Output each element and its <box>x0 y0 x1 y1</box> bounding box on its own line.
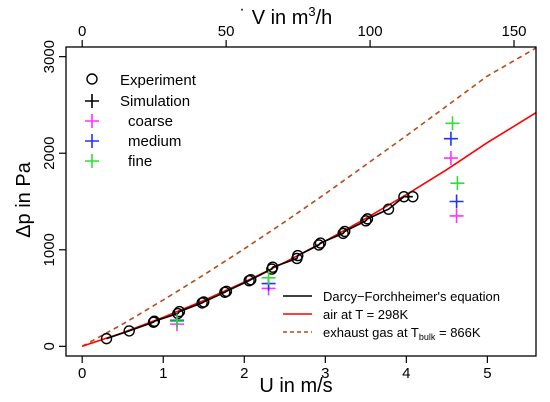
simulation-coarse-point <box>443 151 458 166</box>
simulation-fine-point <box>450 176 465 191</box>
y-tick-label: 2000 <box>41 137 58 170</box>
y-tick-label: 0 <box>41 342 58 350</box>
experiment-point <box>147 316 160 328</box>
legend-simulation-label: Simulation <box>120 93 190 110</box>
y-tick-label: 1000 <box>41 233 58 266</box>
x-tick-label: 4 <box>402 365 410 382</box>
x-tick-label: 1 <box>159 365 167 382</box>
experiment-point <box>382 203 395 215</box>
simulation-coarse-point <box>449 208 464 223</box>
x2-axis-title-tail: /h <box>316 7 333 29</box>
y-axis-title: Δp in Pa <box>13 161 35 238</box>
svg-text:V in m3/h: V in m3/h <box>252 4 333 29</box>
x2-tick-label: 0 <box>78 23 86 40</box>
experiment-point <box>123 325 135 337</box>
x-tick-label: 3 <box>321 365 329 382</box>
experiment-point <box>337 227 349 240</box>
x2-tick-label: 100 <box>358 23 383 40</box>
x2-axis-title: V in m3/h · <box>239 1 332 29</box>
x2-axis-title-dot: · <box>239 1 244 18</box>
experiment-point <box>361 213 374 225</box>
plot-frame <box>65 46 537 357</box>
exhaust-gas-curve <box>81 47 537 348</box>
experiment-point <box>100 332 113 345</box>
x2-axis-title-prefix: V <box>252 7 266 29</box>
legend-fine-label: fine <box>128 153 152 170</box>
legend-top: Experiment Simulation coarse medium fine <box>85 72 197 170</box>
legend-medium-label: medium <box>128 133 181 150</box>
legend-experiment-label: Experiment <box>120 72 197 89</box>
svg-text:exhaust gas at Tbulk = 866K: exhaust gas at Tbulk = 866K <box>323 325 481 342</box>
experiment-point <box>220 285 233 298</box>
x2-tick-label: 50 <box>218 23 235 40</box>
legend-coarse-marker <box>85 114 99 128</box>
experiment-point <box>360 215 372 227</box>
legend-experiment-marker <box>86 73 98 85</box>
simulation-medium-point <box>449 194 464 209</box>
x2-axis-title-suffix: in m <box>265 7 308 29</box>
legend-exhaust-prefix: exhaust gas at T <box>323 325 419 340</box>
experiment-point <box>313 239 325 251</box>
x-tick-label: 2 <box>240 365 248 382</box>
legend-air-label: air at T = 298K <box>323 307 408 322</box>
experiment-point <box>266 261 279 273</box>
legend-exhaust-suffix: = 866K <box>435 325 481 340</box>
experiment-point <box>339 225 351 238</box>
experiment-point <box>398 190 410 203</box>
legend-medium-marker <box>85 134 99 148</box>
x-tick-label: 0 <box>78 365 86 382</box>
simulation-medium-point <box>443 131 458 146</box>
x2-axis-title-exp: 3 <box>308 4 315 19</box>
simulation-fine-point <box>261 270 276 285</box>
legend-exhaust-sub: bulk <box>419 332 436 342</box>
x-tick-label: 5 <box>483 365 491 382</box>
experiment-point <box>292 249 304 262</box>
y-tick-label: 3000 <box>41 40 58 73</box>
experiment-point <box>245 274 257 286</box>
simulation-fine-point <box>170 314 185 329</box>
simulation-fine-point <box>445 116 460 131</box>
plot-area <box>81 47 537 348</box>
x2-tick-label: 150 <box>501 23 526 40</box>
experiment-point <box>314 237 327 249</box>
experiment-point <box>407 190 419 203</box>
x-axis-title: U in m/s <box>259 375 332 397</box>
legend-bottom: Darcy−Forchheimer's equation air at T = … <box>283 289 500 342</box>
experiment-point <box>198 296 210 308</box>
legend-coarse-label: coarse <box>128 113 173 130</box>
experiment-point <box>172 307 184 320</box>
legend-darcy-label: Darcy−Forchheimer's equation <box>323 289 500 304</box>
legend-simulation-marker <box>85 94 99 108</box>
experiment-point <box>148 315 161 327</box>
legend-fine-marker <box>85 154 99 168</box>
experiment-point <box>173 305 186 318</box>
